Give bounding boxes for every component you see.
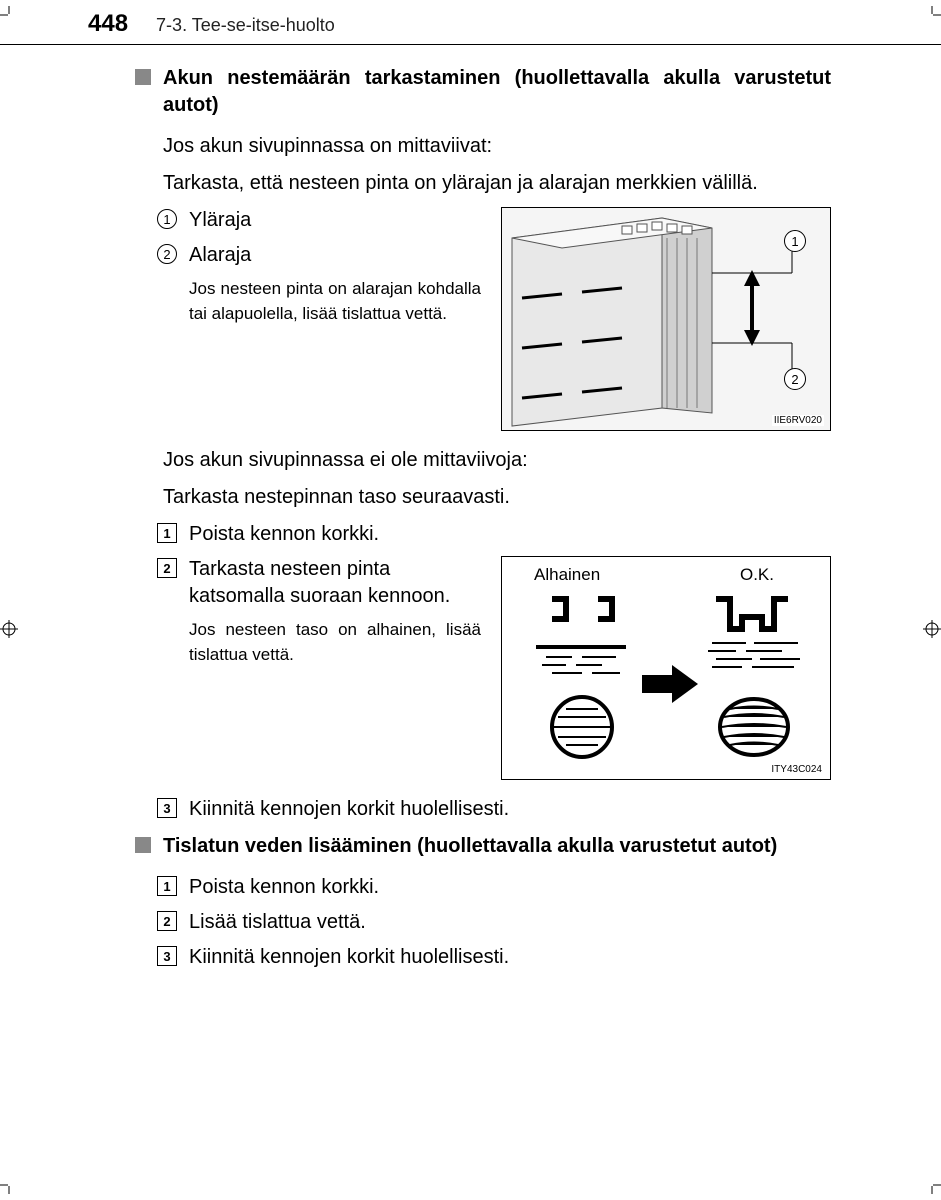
note-text: Jos nesteen taso on alhainen, lisää tisl… — [189, 618, 481, 667]
boxed-number-icon: 2 — [157, 911, 177, 931]
step-label: Kiinnitä kennojen korkit huolellisesti. — [189, 944, 509, 971]
boxed-number-icon: 2 — [157, 558, 177, 578]
circled-number-icon: 2 — [157, 244, 177, 264]
intro-line: Jos akun sivupinnassa ei ole mittaviivoj… — [163, 447, 831, 474]
step-label: Lisää tislattua vettä. — [189, 909, 366, 936]
callout-number-icon: 1 — [784, 230, 806, 252]
crop-mark-icon — [0, 6, 18, 24]
step-label: Poista kennon korkki. — [189, 521, 379, 548]
figure-battery-side: 1 2 IIE6RV020 — [501, 207, 831, 431]
step-item: 3 Kiinnitä kennojen korkit huolellisesti… — [157, 944, 831, 971]
legend-item: 2 Alaraja — [157, 242, 481, 269]
page-number: 448 — [88, 10, 128, 38]
crop-mark-icon — [923, 1176, 941, 1194]
section-path: 7-3. Tee-se-itse-huolto — [156, 15, 335, 36]
step-item: 3 Kiinnitä kennojen korkit huolellisesti… — [157, 796, 831, 823]
section-heading: Tislatun veden lisääminen (huollettavall… — [135, 833, 831, 860]
step-item: 2 Lisää tislattua vettä. — [157, 909, 831, 936]
section-heading: Akun nestemäärän tarkastaminen (huollett… — [135, 65, 831, 119]
callout-number-icon: 2 — [784, 368, 806, 390]
legend-label: Yläraja — [189, 207, 251, 234]
crop-mark-icon — [923, 6, 941, 24]
crop-mark-icon — [0, 1176, 18, 1194]
intro-line: Tarkasta, että nesteen pinta on ylärajan… — [163, 170, 831, 197]
page-header: 448 7-3. Tee-se-itse-huolto — [0, 0, 941, 45]
step-item: 2 Tarkasta nesteen pinta katsomalla suor… — [157, 556, 481, 610]
boxed-number-icon: 1 — [157, 523, 177, 543]
figure-label-ok: O.K. — [740, 565, 774, 585]
boxed-number-icon: 3 — [157, 946, 177, 966]
step-label: Poista kennon korkki. — [189, 874, 379, 901]
step-label: Kiinnitä kennojen korkit huolellisesti. — [189, 796, 509, 823]
figure-code: ITY43C024 — [769, 764, 824, 775]
boxed-number-icon: 3 — [157, 798, 177, 818]
step-item: 1 Poista kennon korkki. — [157, 521, 831, 548]
step-label: Tarkasta nesteen pinta katsomalla suoraa… — [189, 556, 481, 610]
figure-label-low: Alhainen — [534, 565, 600, 585]
step-item: 1 Poista kennon korkki. — [157, 874, 831, 901]
square-bullet-icon — [135, 69, 151, 85]
crop-mark-icon — [0, 620, 18, 638]
figure-code: IIE6RV020 — [772, 415, 824, 426]
note-text: Jos nesteen pinta on alarajan kohdalla t… — [189, 277, 481, 326]
legend-label: Alaraja — [189, 242, 251, 269]
legend-item: 1 Yläraja — [157, 207, 481, 234]
intro-line: Tarkasta nestepinnan taso seuraavasti. — [163, 484, 831, 511]
figure-fluid-level: Alhainen O.K. — [501, 556, 831, 780]
page-content: Akun nestemäärän tarkastaminen (huollett… — [0, 45, 941, 971]
heading-text: Akun nestemäärän tarkastaminen (huollett… — [163, 65, 831, 119]
square-bullet-icon — [135, 837, 151, 853]
heading-text: Tislatun veden lisääminen (huollettavall… — [163, 833, 777, 860]
intro-line: Jos akun sivupinnassa on mittaviivat: — [163, 133, 831, 160]
boxed-number-icon: 1 — [157, 876, 177, 896]
crop-mark-icon — [923, 620, 941, 638]
circled-number-icon: 1 — [157, 209, 177, 229]
